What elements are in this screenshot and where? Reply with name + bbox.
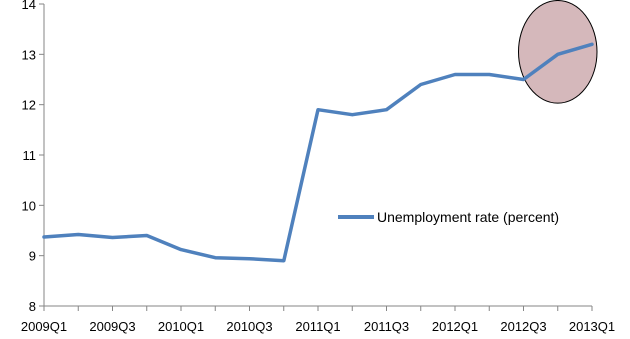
x-tick-label: 2012Q3 — [500, 319, 546, 334]
legend-label: Unemployment rate (percent) — [377, 209, 559, 225]
x-tick-label: 2011Q3 — [364, 319, 409, 334]
x-tick-label: 2011Q1 — [295, 319, 340, 334]
series-layer — [42, 42, 594, 263]
axes — [43, 4, 592, 307]
x-tick-label: 2009Q1 — [21, 319, 67, 334]
legend: Unemployment rate (percent) — [338, 209, 559, 225]
x-tick-label: 2010Q1 — [158, 319, 204, 334]
y-tick-label: 8 — [29, 299, 36, 314]
y-tick-label: 10 — [22, 198, 36, 213]
x-tick-label: 2013Q1 — [569, 319, 615, 334]
x-axis-ticks: 2009Q1 2009Q3 2010Q1 2010Q3 2011Q1 2011Q3 2012… — [21, 306, 615, 334]
y-tick-label: 14 — [22, 0, 36, 12]
y-axis-ticks: 8 9 10 11 12 13 14 — [22, 0, 44, 314]
y-tick-label: 13 — [22, 47, 36, 62]
x-tick-label: 2012Q1 — [432, 319, 478, 334]
y-tick-label: 9 — [29, 249, 36, 264]
x-tick-label: 2010Q3 — [226, 319, 272, 334]
highlight-ellipse — [518, 0, 598, 104]
highlight-annotation — [518, 0, 598, 104]
y-tick-label: 11 — [23, 148, 37, 163]
x-tick-label: 2009Q3 — [89, 319, 135, 334]
series-line-unemployment-rate — [42, 42, 594, 263]
y-tick-label: 12 — [22, 98, 36, 113]
